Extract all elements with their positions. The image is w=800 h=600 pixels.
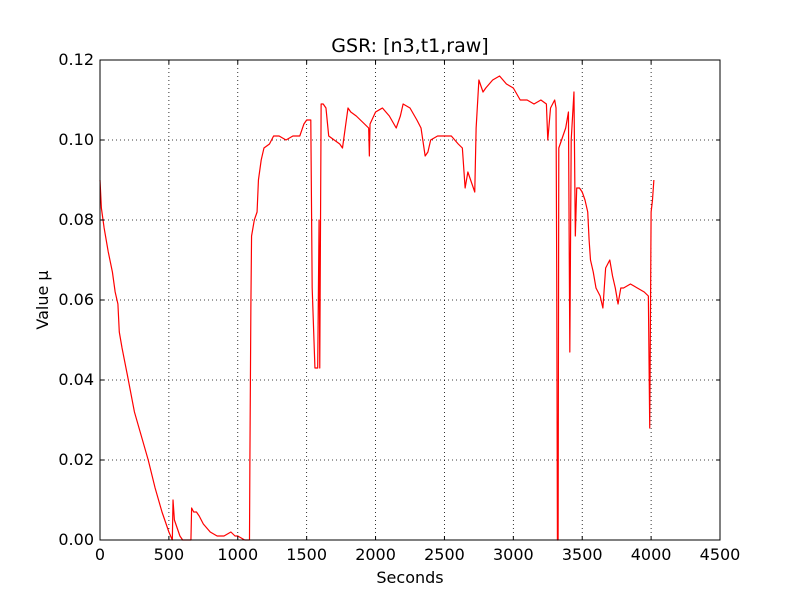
x-tick-label: 1500 [286, 545, 327, 564]
y-tick-label: 0.06 [58, 290, 94, 309]
y-tick-label: 0.02 [58, 450, 94, 469]
x-tick-label: 0 [95, 545, 105, 564]
y-tick-label: 0.00 [58, 530, 94, 549]
y-axis-label: Value μ [33, 270, 52, 329]
x-tick-label: 3000 [493, 545, 534, 564]
grid-lines [100, 60, 720, 540]
axis-ticks: 0 500 1000 1500 2000 2500 3000 3500 4000 4500 0.00… [58, 50, 740, 564]
x-axis-label: Seconds [376, 568, 443, 587]
y-tick-label: 0.08 [58, 210, 94, 229]
y-tick-label: 0.04 [58, 370, 94, 389]
y-tick-label: 0.12 [58, 50, 94, 69]
x-tick-label: 2000 [355, 545, 396, 564]
x-tick-label: 2500 [424, 545, 465, 564]
gsr-series-line [99, 75, 655, 541]
x-tick-label: 3500 [562, 545, 603, 564]
x-tick-label: 500 [154, 545, 185, 564]
y-tick-label: 0.10 [58, 130, 94, 149]
x-tick-label: 4000 [631, 545, 672, 564]
plot-area [99, 75, 655, 541]
chart-title: GSR: [n3,t1,raw] [331, 35, 488, 57]
x-tick-label: 1000 [217, 545, 258, 564]
x-tick-label: 4500 [700, 545, 741, 564]
